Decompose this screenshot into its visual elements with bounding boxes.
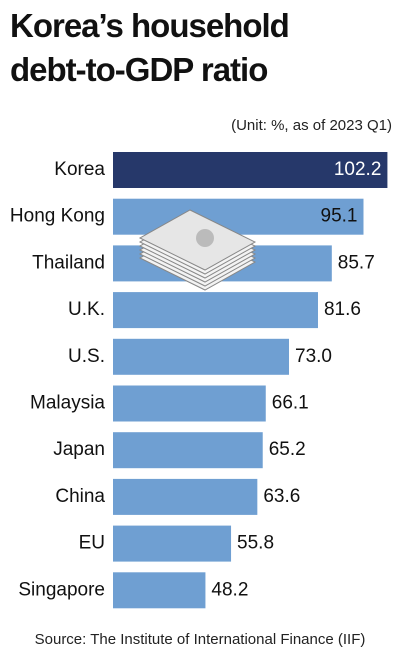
value-label: 73.0 — [295, 346, 332, 367]
category-label: Singapore — [18, 579, 105, 600]
category-label: Malaysia — [30, 393, 105, 414]
bar — [113, 198, 364, 235]
bar — [113, 432, 263, 469]
chart-title: Korea’s household debt-to-GDP ratio — [10, 7, 290, 88]
bar — [113, 572, 206, 609]
value-label: 48.2 — [211, 579, 248, 600]
bar — [113, 385, 266, 422]
category-label: U.K. — [68, 299, 105, 320]
category-label: Hong Kong — [10, 206, 105, 227]
value-label: 65.2 — [269, 439, 306, 460]
chart-source: Source: The Institute of International F… — [35, 631, 366, 648]
bar — [113, 338, 290, 375]
category-label: Korea — [54, 159, 105, 180]
value-label: 55.8 — [237, 533, 274, 554]
money-illustration — [138, 209, 257, 291]
value-label: 85.7 — [338, 252, 375, 273]
value-label: 63.6 — [263, 486, 300, 507]
category-label: Japan — [53, 439, 105, 460]
bar — [113, 152, 388, 188]
value-label: 95.1 — [321, 206, 358, 227]
value-label: 81.6 — [324, 299, 361, 320]
value-label: 102.2 — [334, 159, 382, 180]
money-seal — [196, 229, 214, 247]
category-label: China — [55, 486, 105, 507]
category-label: Thailand — [32, 252, 105, 273]
category-label: U.S. — [68, 346, 105, 367]
category-label: EU — [79, 533, 105, 554]
bar — [113, 525, 232, 562]
bar — [113, 478, 258, 515]
bar — [113, 292, 318, 329]
chart-subtitle: (Unit: %, as of 2023 Q1) — [231, 117, 392, 134]
value-label: 66.1 — [272, 393, 309, 414]
